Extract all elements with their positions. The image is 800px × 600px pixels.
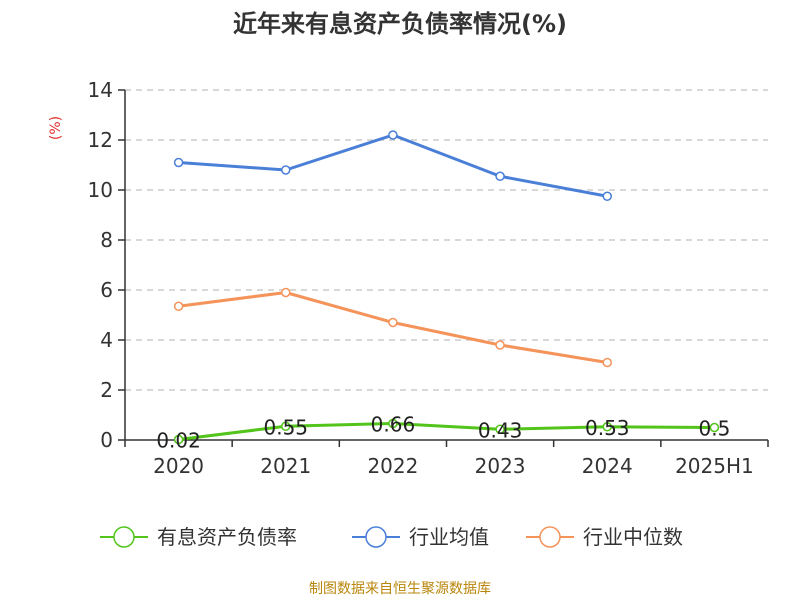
x-tick-label: 2021 [260,454,311,478]
legend-marker [539,526,561,548]
y-tick-label: 0 [100,428,113,452]
legend-label: 行业均值 [409,525,489,549]
axes: 0 2 4 6 8 10 12 14 2020 2021 2022 2023 2024 2025H1 [88,78,769,478]
data-point [602,357,612,368]
y-tick-label: 14 [88,78,113,102]
series-line [178,422,715,441]
x-tick-label: 2023 [475,454,526,478]
data-label: 0.02 [156,429,201,453]
data-point [602,191,612,201]
x-tick-label: 2022 [367,454,418,478]
grid-lines [125,89,768,391]
legend-marker [113,526,135,548]
data-point [388,317,398,328]
data-point [495,424,505,434]
legend-label: 行业中位数 [583,525,683,549]
y-tick-label: 6 [100,278,113,302]
data-label: 0.5 [699,417,731,441]
data-point [495,171,505,181]
data-point [495,340,505,350]
chart-title: 近年来有息资产负债率情况(%) [233,10,567,38]
y-tick-label: 8 [100,228,113,252]
data-point [388,130,398,140]
data-point [281,165,291,175]
data-point [173,434,184,445]
data-point [709,422,720,433]
y-tick-label: 2 [100,378,113,402]
data-label: 0.43 [478,418,523,442]
legend-label: 有息资产负债率 [157,525,297,549]
data-label: 0.53 [585,416,630,440]
y-tick-label: 12 [88,128,113,152]
x-tick-label: 2025H1 [675,454,754,478]
data-point [173,157,184,168]
data-point [281,421,291,431]
x-tick-label: 2020 [153,454,204,478]
series-line [178,133,608,198]
y-axis-label: (%) [48,116,64,140]
y-tick-label: 4 [100,328,113,352]
x-tick-label: 2024 [582,454,633,478]
y-tick-label: 10 [88,178,113,202]
data-point [281,287,291,298]
legend-marker [365,526,387,548]
data-label: 0.55 [263,415,308,439]
data-point [602,422,612,432]
data-point [388,418,398,429]
legend: 有息资产负债率 行业均值 行业中位数 [100,525,683,549]
source-note: 制图数据来自恒生聚源数据库 [309,581,491,597]
data-point [173,301,184,311]
data-label: 0.66 [371,413,416,437]
series-line [178,291,608,364]
series-group: 0.02 0.55 0.66 0.43 0.53 0.5 [156,130,731,453]
